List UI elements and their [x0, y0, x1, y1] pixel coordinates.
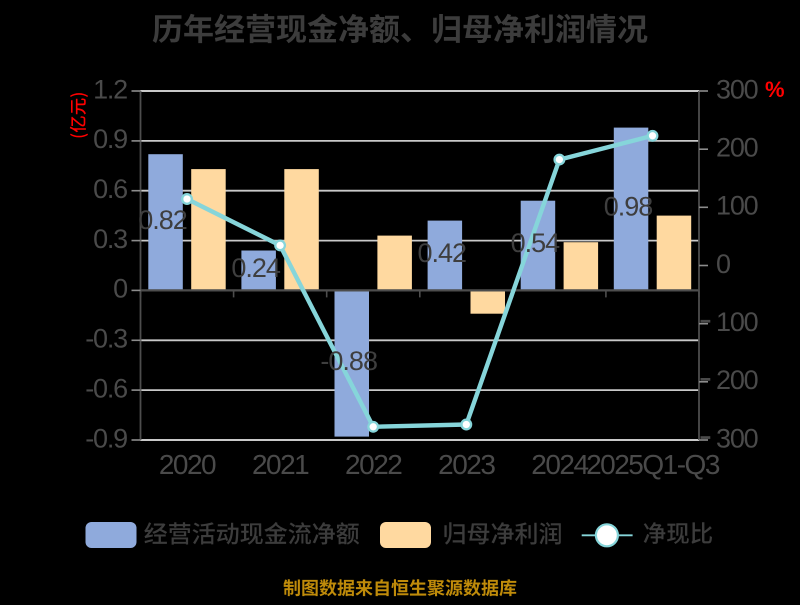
svg-text:0.82: 0.82 — [138, 205, 187, 235]
svg-text:0.3: 0.3 — [93, 224, 127, 254]
svg-text:%: % — [765, 77, 785, 102]
svg-text:0.9: 0.9 — [93, 124, 127, 154]
svg-text:0.98: 0.98 — [604, 192, 653, 222]
svg-text:0.42: 0.42 — [418, 238, 467, 268]
svg-text:100: 100 — [716, 191, 758, 221]
svg-text:300: 300 — [716, 423, 758, 453]
svg-text:2020: 2020 — [159, 449, 216, 480]
svg-text:0.24: 0.24 — [231, 253, 281, 283]
svg-text:200: 200 — [716, 365, 758, 395]
svg-text:-0.6: -0.6 — [85, 373, 127, 403]
svg-text:300: 300 — [716, 74, 758, 104]
svg-text:2021: 2021 — [252, 449, 309, 480]
svg-text:2024: 2024 — [531, 449, 588, 480]
svg-text:-0.3: -0.3 — [85, 324, 127, 354]
svg-text:100: 100 — [716, 307, 758, 337]
svg-text:1.2: 1.2 — [93, 74, 127, 104]
svg-text:-0.88: -0.88 — [320, 346, 377, 376]
svg-text:2025Q1-Q3: 2025Q1-Q3 — [586, 449, 720, 480]
svg-text:2022: 2022 — [345, 449, 402, 480]
svg-text:200: 200 — [716, 133, 758, 163]
svg-text:0: 0 — [113, 274, 127, 304]
svg-text:2023: 2023 — [438, 449, 495, 480]
svg-text:0.54: 0.54 — [511, 228, 561, 258]
svg-text:0.6: 0.6 — [93, 174, 127, 204]
svg-text:-0.9: -0.9 — [85, 423, 127, 453]
svg-text:0: 0 — [716, 249, 730, 279]
